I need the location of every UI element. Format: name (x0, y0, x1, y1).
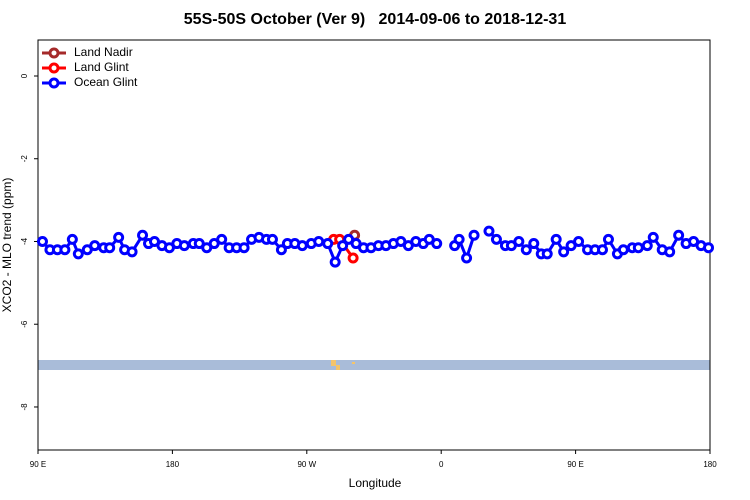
y-tick-label: -6 (20, 320, 29, 328)
data-point (558, 246, 570, 258)
data-point (113, 231, 125, 243)
data-point (66, 233, 78, 245)
data-point (632, 242, 644, 254)
data-point (520, 244, 532, 256)
x-tick-label: 90 W (297, 460, 316, 469)
x-tick-label: 0 (439, 460, 444, 469)
data-point (483, 225, 495, 237)
data-point (104, 242, 116, 254)
data-point (89, 240, 101, 252)
legend-marker (48, 62, 60, 74)
legend-marker (48, 77, 60, 89)
data-point (322, 238, 334, 250)
data-point (528, 238, 540, 250)
data-point (550, 233, 562, 245)
land-fleck (331, 360, 336, 366)
data-point (703, 242, 715, 254)
data-point (431, 238, 443, 250)
data-point (337, 240, 349, 252)
legend-label: Land Glint (74, 60, 129, 74)
y-tick-label: -2 (20, 155, 29, 163)
data-point (266, 233, 278, 245)
data-point (490, 233, 502, 245)
data-point (602, 233, 614, 245)
data-point (573, 235, 585, 247)
data-point (461, 252, 473, 264)
y-axis-label: XCO2 - MLO trend (ppm) (0, 178, 14, 313)
y-tick-label: -8 (20, 403, 29, 411)
x-axis-label: Longitude (349, 476, 402, 490)
data-point (178, 240, 190, 252)
data-point (647, 231, 659, 243)
legend-marker (48, 47, 60, 59)
data-point (347, 252, 359, 264)
data-point (329, 256, 341, 268)
data-point (468, 229, 480, 241)
data-point (275, 244, 287, 256)
x-tick-label: 90 E (567, 460, 583, 469)
x-tick-label: 90 E (30, 460, 46, 469)
data-point (673, 229, 685, 241)
data-point (59, 244, 71, 256)
land-fleck (336, 365, 340, 370)
chart-title: 55S-50S October (Ver 9) 2014-09-06 to 20… (184, 11, 567, 28)
data-point (617, 244, 629, 256)
y-tick-label: -4 (20, 237, 29, 245)
legend-label: Ocean Glint (74, 75, 138, 89)
data-point (453, 233, 465, 245)
y-tick-label: 0 (20, 73, 29, 78)
data-point (216, 233, 228, 245)
data-point (238, 242, 250, 254)
x-tick-label: 180 (166, 460, 180, 469)
land-strip (38, 360, 710, 370)
data-point (137, 229, 149, 241)
data-point (313, 235, 325, 247)
data-point (296, 240, 308, 252)
data-point (72, 248, 84, 260)
data-point (36, 235, 48, 247)
x-tick-label: 180 (703, 460, 717, 469)
data-point (641, 240, 653, 252)
data-point (541, 248, 553, 260)
legend-label: Land Nadir (74, 45, 133, 59)
data-point (596, 244, 608, 256)
data-point (513, 235, 525, 247)
land-fleck (352, 362, 355, 364)
data-point (126, 246, 138, 258)
data-point (664, 246, 676, 258)
